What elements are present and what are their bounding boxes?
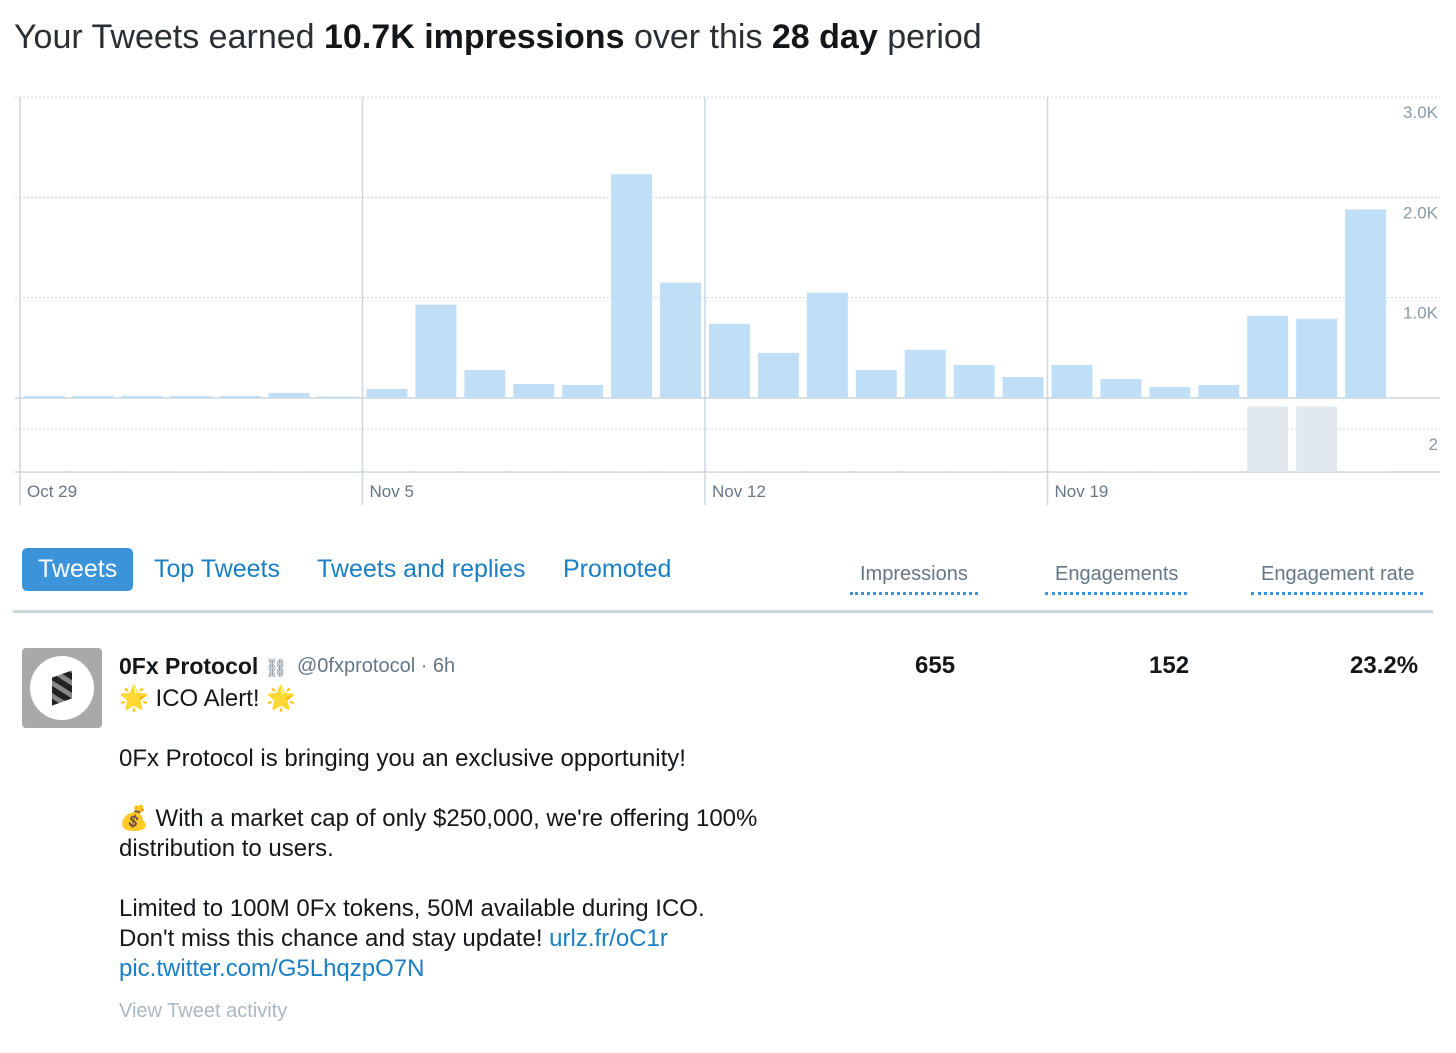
x-tick-label: Nov 12	[712, 482, 766, 501]
tab[interactable]: Tweets and replies	[317, 555, 526, 583]
bar	[317, 471, 359, 472]
engagements: 152	[1149, 652, 1190, 679]
bar	[660, 282, 702, 398]
y-tick-label: 3.0K	[1403, 103, 1439, 122]
bar	[904, 349, 946, 398]
bar	[72, 471, 114, 472]
bar	[611, 471, 653, 472]
tab[interactable]: Top Tweets	[154, 555, 281, 583]
bar	[1002, 471, 1044, 472]
bar	[24, 471, 65, 472]
bar	[757, 471, 799, 472]
title: Your Tweets earned 10.7K impressions ove…	[14, 18, 982, 56]
x-tick-label: Nov 5	[370, 482, 414, 501]
bar	[1051, 364, 1093, 398]
bar	[1198, 384, 1240, 398]
tab[interactable]: Promoted	[563, 555, 672, 583]
bar	[709, 471, 750, 472]
y-tick-label: 2.0K	[1403, 203, 1439, 222]
bar	[1100, 378, 1142, 398]
bar	[1296, 406, 1338, 472]
column-header[interactable]: Impressions	[850, 563, 978, 595]
bar	[415, 471, 457, 472]
column-header[interactable]: Engagement rate	[1251, 563, 1423, 595]
bar	[806, 471, 848, 472]
bar	[1100, 471, 1142, 472]
bar	[855, 471, 897, 472]
handle[interactable]: @0fxprotocol · 6h	[297, 655, 456, 677]
engagement-rate: 23.2%	[1350, 652, 1419, 679]
bar	[268, 392, 310, 398]
column-header[interactable]: Engagements	[1045, 563, 1187, 595]
bar	[562, 471, 604, 472]
bar	[1149, 386, 1191, 398]
bar	[415, 304, 457, 398]
bar	[1198, 471, 1240, 472]
bar	[121, 471, 163, 472]
author[interactable]: 0Fx Protocol ⛓	[119, 653, 288, 679]
bar	[317, 396, 359, 398]
impressions: 655	[915, 652, 956, 679]
bar	[855, 369, 897, 398]
avatar[interactable]	[22, 648, 102, 728]
link[interactable]: urlz.fr/oC1r	[549, 925, 668, 952]
bar	[1345, 209, 1387, 398]
tab[interactable]: Tweets	[22, 548, 134, 591]
bar	[806, 292, 848, 398]
bar	[953, 471, 995, 472]
activity-link[interactable]: View Tweet activity	[119, 1000, 288, 1022]
bar	[268, 471, 310, 472]
bar	[1247, 406, 1289, 472]
link[interactable]: pic.twitter.com/G5LhqzpO7N	[119, 955, 425, 982]
bar	[611, 174, 653, 398]
bar	[709, 323, 750, 398]
y-tick-label: 2	[1429, 435, 1438, 454]
bar	[1149, 471, 1191, 472]
bar	[513, 383, 555, 398]
bar	[72, 395, 114, 398]
chart: Oct 29 Nov 5 Nov 12 Nov 19 1.0K 2.0K 3.0K 2	[15, 96, 1440, 505]
bar	[121, 395, 163, 398]
bar	[464, 369, 506, 398]
bar	[904, 471, 946, 472]
bar	[1051, 471, 1093, 472]
bar	[1002, 376, 1044, 398]
bar	[170, 395, 212, 398]
bar	[660, 471, 702, 472]
tweet-body: 🌟 ICO Alert! 🌟 0Fx Protocol is bringing …	[119, 685, 758, 982]
bar	[24, 395, 65, 398]
y-tick-label: 1.0K	[1403, 304, 1439, 323]
bar	[366, 388, 408, 398]
bar	[513, 471, 555, 472]
bar	[1345, 471, 1387, 472]
bar	[1296, 318, 1338, 398]
bar	[170, 471, 212, 472]
x-tick-label: Oct 29	[27, 482, 77, 501]
x-tick-label: Nov 19	[1055, 482, 1109, 501]
bar	[464, 471, 506, 472]
bar	[562, 384, 604, 398]
bar	[953, 364, 995, 398]
bar	[1247, 315, 1289, 398]
bar	[219, 471, 261, 472]
bar	[219, 395, 261, 398]
bar	[757, 352, 799, 398]
separator	[13, 610, 1433, 613]
bar	[366, 471, 408, 472]
